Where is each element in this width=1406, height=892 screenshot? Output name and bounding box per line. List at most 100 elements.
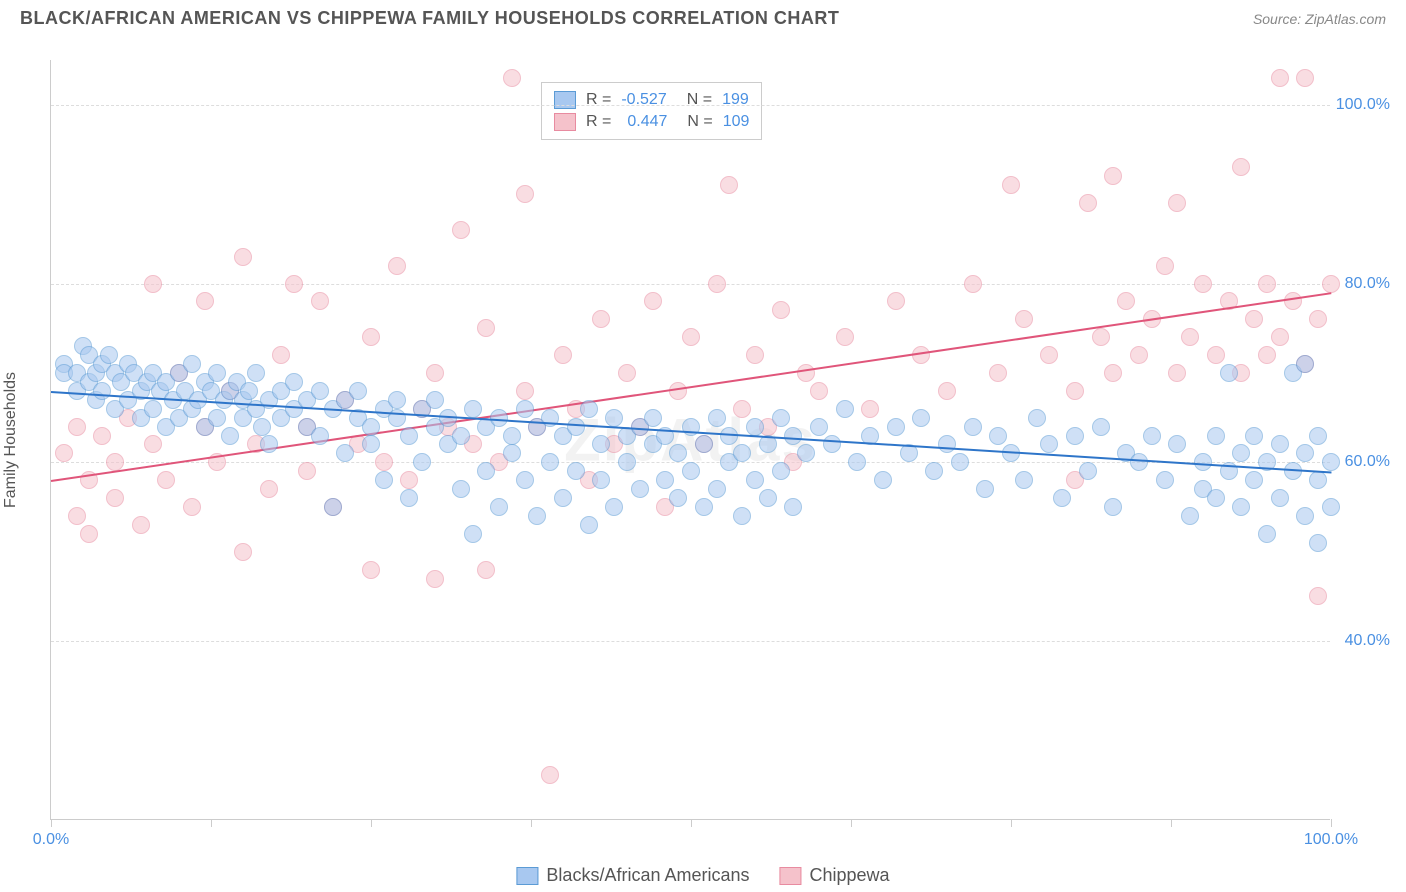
legend-label-blue: Blacks/African Americans: [546, 865, 749, 886]
chart-container: Family Households ZipAtlas R = -0.527 N …: [50, 40, 1380, 830]
scatter-point-blue: [554, 489, 572, 507]
y-axis-label: Family Households: [2, 371, 20, 507]
scatter-point-pink: [682, 328, 700, 346]
xtick: [691, 819, 692, 827]
scatter-point-pink: [733, 400, 751, 418]
scatter-point-pink: [1040, 346, 1058, 364]
scatter-point-pink: [1322, 275, 1340, 293]
scatter-point-blue: [100, 346, 118, 364]
scatter-point-pink: [1181, 328, 1199, 346]
scatter-point-pink: [426, 364, 444, 382]
scatter-point-blue: [592, 471, 610, 489]
scatter-point-blue: [695, 498, 713, 516]
scatter-point-blue: [1271, 489, 1289, 507]
scatter-point-pink: [1271, 328, 1289, 346]
scatter-point-blue: [1232, 444, 1250, 462]
scatter-point-blue: [823, 435, 841, 453]
scatter-point-blue: [746, 471, 764, 489]
scatter-point-blue: [1092, 418, 1110, 436]
scatter-point-blue: [375, 471, 393, 489]
scatter-point-blue: [1130, 453, 1148, 471]
scatter-point-blue: [285, 373, 303, 391]
scatter-point-pink: [1309, 310, 1327, 328]
scatter-point-blue: [797, 444, 815, 462]
scatter-point-blue: [349, 382, 367, 400]
scatter-point-pink: [1104, 364, 1122, 382]
scatter-point-blue: [183, 355, 201, 373]
stats-r-blue: -0.527: [621, 91, 666, 109]
xtick: [1011, 819, 1012, 827]
scatter-point-blue: [503, 444, 521, 462]
xtick: [371, 819, 372, 827]
stats-row-pink: R = 0.447 N = 109: [554, 111, 749, 133]
scatter-point-pink: [388, 257, 406, 275]
scatter-point-blue: [1232, 498, 1250, 516]
scatter-point-blue: [336, 444, 354, 462]
scatter-point-blue: [362, 435, 380, 453]
scatter-point-blue: [311, 382, 329, 400]
scatter-point-blue: [784, 427, 802, 445]
scatter-point-pink: [1066, 382, 1084, 400]
scatter-point-pink: [157, 471, 175, 489]
scatter-point-blue: [759, 489, 777, 507]
scatter-point-pink: [106, 489, 124, 507]
scatter-point-pink: [80, 525, 98, 543]
scatter-point-pink: [1079, 194, 1097, 212]
scatter-point-blue: [208, 364, 226, 382]
scatter-point-pink: [810, 382, 828, 400]
scatter-point-pink: [68, 418, 86, 436]
stats-swatch-pink: [554, 113, 576, 131]
scatter-point-blue: [810, 418, 828, 436]
ytick-label: 60.0%: [1345, 453, 1390, 471]
scatter-point-blue: [208, 409, 226, 427]
scatter-point-blue: [400, 427, 418, 445]
scatter-point-blue: [240, 382, 258, 400]
scatter-point-pink: [426, 570, 444, 588]
scatter-point-pink: [234, 543, 252, 561]
bottom-legend: Blacks/African Americans Chippewa: [516, 865, 889, 886]
scatter-point-blue: [580, 400, 598, 418]
scatter-point-pink: [720, 176, 738, 194]
scatter-point-blue: [887, 418, 905, 436]
scatter-point-pink: [260, 480, 278, 498]
scatter-point-blue: [1309, 534, 1327, 552]
stats-r-label: R =: [586, 113, 611, 131]
scatter-point-pink: [1194, 275, 1212, 293]
scatter-point-blue: [93, 382, 111, 400]
scatter-point-blue: [1296, 507, 1314, 525]
scatter-point-blue: [580, 516, 598, 534]
scatter-point-pink: [1156, 257, 1174, 275]
scatter-point-blue: [1258, 525, 1276, 543]
scatter-point-pink: [362, 328, 380, 346]
scatter-point-blue: [1271, 435, 1289, 453]
scatter-point-blue: [1245, 471, 1263, 489]
scatter-point-pink: [618, 364, 636, 382]
xtick: [1171, 819, 1172, 827]
stats-row-blue: R = -0.527 N = 199: [554, 89, 749, 111]
stats-n-blue: 199: [722, 91, 749, 109]
scatter-point-blue: [925, 462, 943, 480]
xtick-label: 0.0%: [33, 831, 69, 849]
scatter-point-blue: [1296, 355, 1314, 373]
trendline-blue: [51, 391, 1331, 473]
scatter-point-pink: [311, 292, 329, 310]
scatter-point-blue: [1015, 471, 1033, 489]
scatter-point-blue: [605, 409, 623, 427]
scatter-point-blue: [848, 453, 866, 471]
scatter-point-pink: [1117, 292, 1135, 310]
scatter-point-pink: [592, 310, 610, 328]
scatter-point-blue: [311, 427, 329, 445]
scatter-point-pink: [477, 561, 495, 579]
scatter-point-blue: [733, 444, 751, 462]
scatter-point-pink: [1271, 69, 1289, 87]
xtick: [531, 819, 532, 827]
scatter-point-blue: [464, 525, 482, 543]
scatter-point-pink: [1258, 346, 1276, 364]
scatter-point-blue: [1143, 427, 1161, 445]
scatter-point-blue: [1028, 409, 1046, 427]
scatter-point-pink: [1309, 587, 1327, 605]
scatter-point-blue: [400, 489, 418, 507]
scatter-point-blue: [772, 462, 790, 480]
scatter-point-pink: [362, 561, 380, 579]
scatter-point-blue: [746, 418, 764, 436]
